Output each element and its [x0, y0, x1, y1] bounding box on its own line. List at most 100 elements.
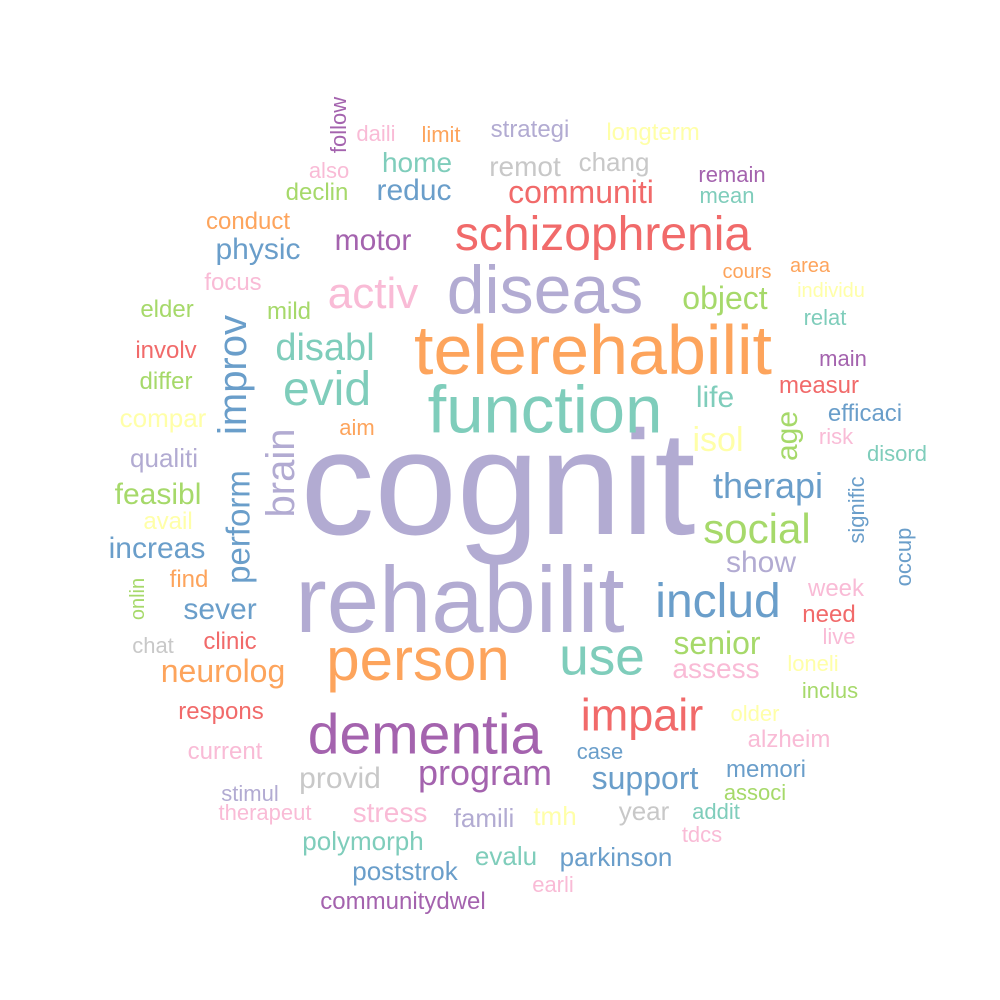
word-includ: includ	[655, 575, 781, 628]
word-chat: chat	[132, 633, 174, 658]
word-remain: remain	[698, 162, 766, 187]
word-declin: declin	[285, 179, 349, 206]
word-signific: signific	[844, 476, 869, 544]
word-sever: sever	[183, 593, 257, 626]
word-impair: impair	[580, 689, 704, 741]
word-program: program	[417, 752, 553, 793]
word-area: area	[789, 255, 831, 277]
word-disabl: disabl	[275, 327, 375, 369]
word-communiti: communiti	[508, 174, 654, 210]
word-relat: relat	[803, 305, 847, 330]
word-stimul: stimul	[221, 781, 279, 806]
word-follow: follow	[326, 96, 351, 154]
word-loneli: loneli	[787, 651, 839, 676]
word-efficaci: efficaci	[827, 400, 903, 427]
word-assess: assess	[672, 653, 760, 684]
word-reduc: reduc	[376, 174, 452, 207]
word-telerehabilit: telerehabilit	[414, 311, 772, 389]
word-use: use	[559, 627, 645, 687]
word-increas: increas	[108, 532, 206, 565]
word-perform: perform	[219, 470, 257, 584]
word-famili: famili	[453, 803, 515, 833]
word-evalu: evalu	[474, 841, 538, 871]
word-stress: stress	[352, 797, 428, 828]
word-inclus: inclus	[801, 678, 859, 703]
word-disord: disord	[867, 441, 927, 466]
word-tmh: tmh	[533, 801, 577, 831]
word-aim: aim	[339, 415, 375, 440]
word-therapeut: therapeut	[218, 800, 312, 825]
word-polymorph: polymorph	[302, 826, 424, 856]
word-respons: respons	[178, 698, 264, 725]
word-limit: limit	[421, 122, 461, 147]
word-onlin: onlin	[127, 577, 149, 621]
word-senior: senior	[673, 625, 761, 661]
word-rehabilit: rehabilit	[295, 547, 625, 652]
word-older: older	[730, 701, 780, 726]
word-memori: memori	[725, 756, 807, 783]
word-motor: motor	[334, 224, 412, 257]
word-alzheim: alzheim	[747, 726, 831, 753]
word-improv: improv	[211, 314, 255, 436]
word-live: live	[822, 624, 856, 649]
word-conduct: conduct	[205, 208, 291, 235]
word-mean: mean	[699, 183, 755, 208]
word-compar: compar	[119, 403, 207, 433]
word-show: show	[725, 546, 797, 579]
word-clinic: clinic	[203, 628, 257, 655]
word-mild: mild	[266, 298, 312, 325]
word-strategi: strategi	[490, 116, 570, 143]
word-provid: provid	[299, 762, 381, 795]
word-need: need	[802, 601, 856, 628]
word-activ: activ	[327, 269, 419, 318]
word-diseas: diseas	[446, 252, 644, 328]
word-therapi: therapi	[712, 465, 824, 506]
word-function: function	[427, 372, 663, 448]
word-find: find	[169, 566, 209, 593]
word-communitydwel: communitydwel	[320, 888, 486, 915]
word-cognit: cognit	[300, 401, 696, 566]
word-social: social	[703, 505, 811, 552]
word-brain: brain	[259, 428, 303, 518]
word-case: case	[576, 739, 624, 764]
word-remot: remot	[489, 151, 561, 182]
word-age: age	[771, 410, 804, 462]
word-isol: isol	[692, 421, 744, 459]
word-also: also	[308, 158, 350, 183]
word-physic: physic	[215, 233, 301, 266]
word-risk: risk	[818, 424, 854, 449]
word-associ: associ	[723, 780, 787, 805]
word-individu: individu	[797, 280, 865, 302]
word-parkinson: parkinson	[559, 842, 673, 872]
word-focus: focus	[204, 269, 262, 296]
word-support: support	[591, 760, 699, 796]
word-occup: occup	[891, 527, 916, 587]
word-earli: earli	[532, 872, 574, 897]
word-object: object	[682, 280, 768, 316]
word-addit: addit	[692, 799, 740, 824]
word-current: current	[187, 738, 263, 765]
word-home: home	[381, 147, 453, 178]
word-elder: elder	[140, 296, 194, 323]
word-year: year	[618, 796, 670, 826]
word-feasibl: feasibl	[114, 478, 202, 511]
word-week: week	[807, 575, 865, 602]
word-poststrok: poststrok	[352, 856, 458, 886]
word-evid: evid	[282, 363, 372, 416]
word-tdcs: tdcs	[681, 822, 723, 847]
word-chang: chang	[578, 147, 650, 177]
word-measur: measur	[778, 372, 860, 399]
word-neurolog: neurolog	[160, 653, 286, 689]
word-daili: daili	[356, 121, 396, 146]
word-qualiti: qualiti	[130, 443, 198, 473]
word-avail: avail	[143, 508, 193, 535]
word-person: person	[326, 626, 510, 693]
word-dementia: dementia	[307, 702, 543, 767]
word-life: life	[695, 381, 735, 414]
word-schizophrenia: schizophrenia	[454, 208, 752, 261]
word-cours: cours	[722, 261, 772, 283]
word-involv: involv	[135, 337, 197, 364]
word-main: main	[819, 346, 867, 371]
word-differ: differ	[139, 368, 193, 395]
